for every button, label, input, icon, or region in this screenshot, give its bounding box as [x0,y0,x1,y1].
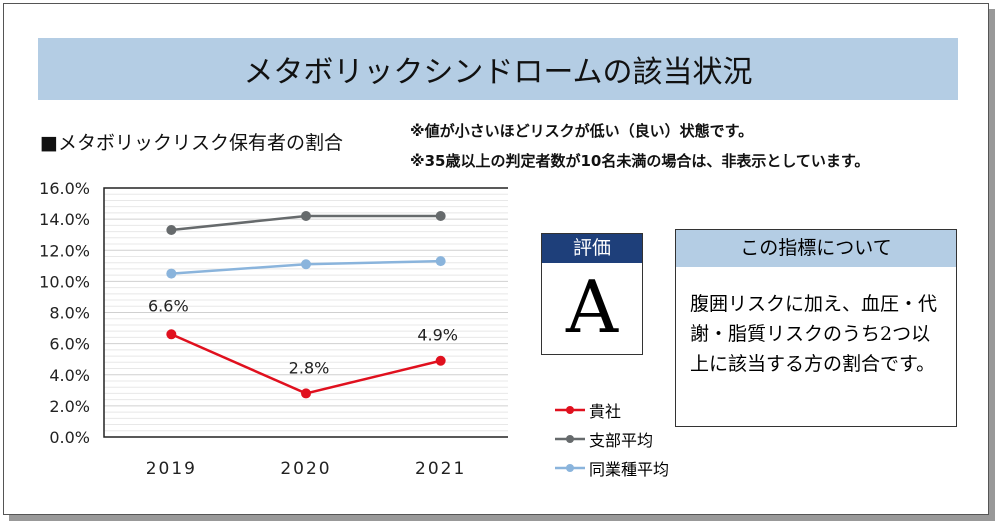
data-point [301,211,311,222]
about-title: この指標について [676,230,956,267]
page-title: メタボリックシンドロームの該当状況 [38,38,958,100]
evaluation-grade: A [566,265,618,349]
data-point [301,388,311,399]
plot-frame [103,187,508,438]
about-box: この指標について 腹囲リスクに加え、血圧・代謝・脂質リスクのうち2つ以上に該当す… [675,229,957,427]
data-point [166,329,177,340]
y-tick-label: 0.0% [49,428,90,447]
chart-subtitle: ■メタボリックリスク保有者の割合 [40,132,343,154]
data-point [301,259,311,270]
legend-marker-icon [555,463,585,472]
note-1: ※値が小さいほどリスクが低い（良い）状態です。 [410,122,754,140]
chart-legend: 貴社支部平均同業種平均 [555,395,669,482]
x-tick-label: 2020 [280,459,331,479]
note-2: ※35歳以上の判定者数が10名未満の場合は、非表示としています。 [410,152,870,170]
legend-label: 貴社 [589,401,622,421]
y-tick-label: 8.0% [49,304,90,323]
legend-marker-icon [555,434,585,443]
evaluation-label: 評価 [542,234,642,263]
legend-item: 貴社 [555,395,669,424]
y-tick-label: 10.0% [39,272,90,291]
legend-item: 支部平均 [555,424,669,453]
x-tick-label: 2021 [415,459,466,479]
data-point [166,268,177,279]
y-tick-label: 16.0% [39,179,90,198]
y-tick-label: 14.0% [39,210,90,229]
legend-item: 同業種平均 [555,453,669,482]
legend-label: 支部平均 [589,430,654,450]
legend-label: 同業種平均 [589,459,670,479]
data-label: 4.9% [417,326,458,345]
x-tick-label: 2019 [146,459,197,479]
data-point [435,256,446,267]
line-chart: 0.0% 2.0% 4.0% 6.0% 8.0% 10.0% 12.0% 14.0% 16.0%… [39,179,508,479]
data-point [166,225,177,236]
data-label: 6.6% [148,296,189,315]
legend-marker-icon [555,405,585,414]
data-point [435,211,446,222]
data-point [435,355,446,366]
y-tick-label: 6.0% [49,335,90,354]
evaluation-box: 評価 A [541,233,643,355]
y-tick-label: 2.0% [49,397,90,416]
about-body: 腹囲リスクに加え、血圧・代謝・脂質リスクのうち2つ以上に該当する方の割合です。 [690,293,938,375]
y-tick-label: 4.0% [49,366,90,385]
data-label: 2.8% [289,358,330,377]
y-tick-label: 12.0% [39,241,90,260]
